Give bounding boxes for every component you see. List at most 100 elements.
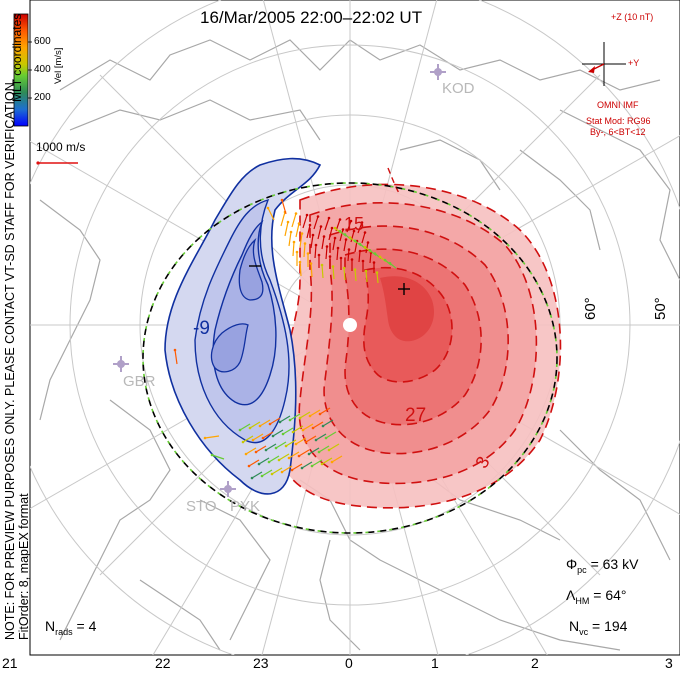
nvc-subscript: vc [579,626,589,637]
vector-count: Nvc = 194 [569,618,627,637]
velocity-vector-dot [366,241,370,244]
velocity-vector [267,207,275,221]
velocity-vector [268,455,280,463]
velocity-vector [346,220,352,233]
color-bar-tick-600: 600 [34,36,51,47]
velocity-vector-dot [278,420,282,424]
velocity-vector-dot [270,472,274,476]
velocity-vector-dot [353,239,357,243]
velocity-vector [252,433,264,441]
velocity-vector [369,252,372,264]
imf-clock-dial [582,42,626,86]
station-label-gbr: GBR [123,373,156,390]
velocity-vector [310,263,313,278]
velocity-vector [174,349,178,365]
velocity-vector-dot [238,428,242,432]
coordinate-system-label: MLT coordinates [10,13,24,102]
velocity-vector-dot [319,225,323,228]
contour-label-15: 15 [344,214,365,234]
velocity-vector [305,435,317,443]
velocity-vector-dot [322,235,326,238]
velocity-vector [328,227,333,241]
velocity-vector [292,425,304,433]
velocity-vector-dot [305,213,309,217]
velocity-vector [269,417,281,425]
velocity-vector [318,445,330,453]
stat-model-label: Stat Mod: RG96 [586,116,651,126]
velocity-vector-dot [310,464,314,468]
velocity-vector-dot [257,462,261,466]
color-bar-tick-200: 200 [34,92,51,103]
hm-boundary-latitude: ΛHM = 64° [566,587,627,606]
lambda-symbol: Λ [566,587,576,603]
velocity-vector-dot [358,242,362,246]
velocity-vector [299,411,311,419]
velocity-vector [343,267,346,281]
positive-potential-cell [273,167,562,509]
velocity-vector [299,233,303,248]
mlt-tick-1: 1 [431,655,439,671]
velocity-vector-dot [298,260,302,264]
velocity-vector-dot [173,348,177,352]
velocity-vector [291,463,303,471]
velocity-vector [354,269,357,282]
color-bar-tick-400: 400 [34,64,51,75]
velocity-vector-dot [350,258,354,261]
station-marker-sto [220,481,236,497]
station-marker-kod [430,64,446,80]
velocity-vector-dot [372,261,376,264]
station-label-pyk: PYK [230,498,261,515]
velocity-vector-dot [341,228,345,231]
velocity-vector-dot [353,268,357,271]
velocity-vector-dot [328,255,332,258]
velocity-vector-dot [317,450,321,454]
preview-note: NOTE: FOR PREVIEW PURPOSES ONLY. PLEASE … [3,78,17,640]
velocity-vector-dot [308,223,312,227]
velocity-vector-dot [333,226,337,230]
velocity-vector [282,427,294,435]
velocity-vector [321,264,324,279]
velocity-vector [311,459,323,467]
velocity-vector-dot [314,243,318,247]
velocity-vector [312,421,324,429]
velocity-vector-dot [373,252,377,255]
velocity-vector-dot [307,452,311,456]
velocity-vector [281,199,287,215]
map-title: 16/Mar/2005 22:00–22:02 UT [200,8,423,27]
vector-scale-label: 1000 m/s [36,140,86,154]
velocity-vector [204,435,220,439]
velocity-vector-dot [274,446,278,450]
velocity-vector-dot [336,246,340,250]
velocity-vector [272,429,284,437]
velocity-vector [365,242,369,254]
velocity-vector [310,234,314,249]
velocity-vector-dot [248,426,252,430]
velocity-vector-dot [300,232,304,235]
velocity-vector [328,443,340,451]
velocity-vector [275,441,287,449]
velocity-vector [321,457,333,465]
velocity-vector-dot [352,229,356,233]
velocity-vector-dot [280,470,284,474]
latitude-label-50: 50° [652,297,669,320]
velocity-vector [325,431,337,439]
velocity-vector [350,230,355,243]
station-label-kod: KOD [442,80,475,97]
velocity-vector-dot [314,438,318,442]
lambda-subscript: HM [575,595,590,606]
velocity-vector-dot [358,249,362,253]
velocity-vector-dot [300,466,304,470]
velocity-vector-dot [203,436,207,440]
nrads-subscript: rads [55,626,73,637]
velocity-vector-dot [330,460,334,464]
velocity-vector-dot [363,245,367,249]
velocity-vector [306,224,311,239]
velocity-vector [262,431,274,439]
velocity-vector-dot [311,426,315,430]
mlt-tick-2: 2 [531,655,539,671]
velocity-vector [321,236,325,250]
velocity-vector-dot [317,253,321,257]
velocity-vector-dot [280,198,284,202]
phi-symbol: Φ [566,556,578,572]
